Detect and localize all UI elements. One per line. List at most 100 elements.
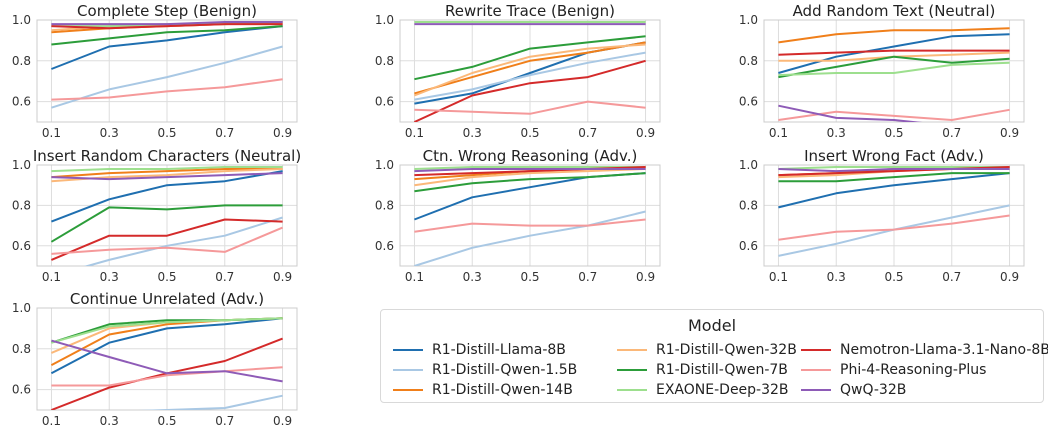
panel-add-random-text-neutral: Add Random Text (Neutral) 0.6 0.8 1.0 0.1 0.3… bbox=[739, 2, 1025, 140]
series-line-r1-distill-llama-8b bbox=[778, 172, 1010, 209]
legend-label: R1-Distill-Qwen-14B bbox=[432, 382, 573, 398]
y-tick-label: 0.6 bbox=[12, 239, 31, 253]
legend: Model R1-Distill-Llama-8B R1-Distill-Qwen… bbox=[380, 309, 1048, 403]
x-tick-label: 0.7 bbox=[215, 270, 234, 284]
series-line-r1-distill-qwen-7b bbox=[414, 172, 646, 193]
x-tick-label: 0.9 bbox=[636, 270, 655, 284]
legend-label: QwQ-32B bbox=[840, 382, 907, 398]
x-tick-label: 0.1 bbox=[42, 126, 61, 140]
y-tick-label: 0.8 bbox=[12, 198, 31, 212]
x-tick-label: 0.9 bbox=[273, 414, 292, 428]
series-line-exaone-deep-32b bbox=[414, 166, 646, 170]
y-tick-label: 1.0 bbox=[12, 158, 31, 172]
x-tick-label: 0.3 bbox=[100, 270, 119, 284]
y-tick-label: 0.6 bbox=[12, 95, 31, 109]
series-line-exaone-deep-32b bbox=[51, 317, 283, 344]
x-tick-label: 0.3 bbox=[100, 414, 119, 428]
series-line-phi-4-reasoning-plus bbox=[51, 366, 283, 387]
x-tick-label: 0.7 bbox=[578, 126, 597, 140]
x-tick-label: 0.3 bbox=[100, 126, 119, 140]
panel-ctn-wrong-reasoning-adv: Ctn. Wrong Reasoning (Adv.) 0.6 0.8 1.0 0.1 0… bbox=[375, 147, 661, 284]
x-tick-label: 0.3 bbox=[827, 126, 846, 140]
series-line-phi-4-reasoning-plus bbox=[778, 214, 1010, 241]
y-tick-label: 0.8 bbox=[12, 54, 31, 68]
x-tick-label: 0.5 bbox=[157, 414, 176, 428]
x-tick-label: 0.7 bbox=[942, 126, 961, 140]
series-line-nemotron-llama-3-1-nano-8b bbox=[51, 23, 283, 30]
x-tick-label: 0.5 bbox=[884, 270, 903, 284]
series-line-r1-distill-qwen-1-5b bbox=[414, 210, 646, 266]
series-line-r1-distill-qwen-14b bbox=[414, 41, 646, 95]
legend-item-nemotron-llama-3-1-nano-8b: Nemotron-Llama-3.1-Nano-8B bbox=[801, 340, 1048, 360]
x-tick-label: 0.1 bbox=[42, 270, 61, 284]
legend-swatch bbox=[617, 389, 647, 391]
series-line-r1-distill-qwen-7b bbox=[778, 55, 1010, 79]
legend-item-phi-4-reasoning-plus: Phi-4-Reasoning-Plus bbox=[801, 360, 986, 380]
legend-swatch bbox=[801, 369, 831, 371]
series-line-qwq-32b bbox=[414, 168, 646, 173]
panel-insert-random-characters-neutral: Insert Random Characters (Neutral) 0.6 0.8… bbox=[12, 147, 301, 284]
x-tick-label: 0.5 bbox=[520, 126, 539, 140]
panel-title: Ctn. Wrong Reasoning (Adv.) bbox=[423, 147, 638, 165]
series-line-r1-distill-qwen-1-5b bbox=[51, 45, 283, 109]
x-tick-label: 0.5 bbox=[884, 126, 903, 140]
x-tick-label: 0.1 bbox=[405, 270, 424, 284]
series-line-exaone-deep-32b bbox=[778, 166, 1010, 170]
legend-label: R1-Distill-Qwen-32B bbox=[656, 342, 797, 358]
panel-rewrite-trace-benign: Rewrite Trace (Benign) 0.6 0.8 1.0 0.1 0.3 0.5… bbox=[375, 2, 661, 140]
y-tick-label: 1.0 bbox=[739, 13, 758, 27]
panel-title: Insert Random Characters (Neutral) bbox=[33, 147, 301, 165]
legend-swatch bbox=[617, 369, 647, 371]
x-tick-label: 0.9 bbox=[273, 270, 292, 284]
series-line-qwq-32b bbox=[51, 172, 283, 181]
axes-frame bbox=[36, 164, 298, 267]
series-line-r1-distill-qwen-1-5b bbox=[138, 394, 283, 410]
legend-label: R1-Distill-Llama-8B bbox=[432, 342, 566, 358]
series-line-r1-distill-qwen-1-5b bbox=[83, 216, 283, 266]
y-tick-label: 1.0 bbox=[12, 13, 31, 27]
legend-swatch bbox=[393, 349, 423, 351]
y-tick-label: 0.6 bbox=[739, 95, 758, 109]
y-tick-label: 0.8 bbox=[375, 54, 394, 68]
axes-frame bbox=[763, 19, 1025, 123]
legend-swatch bbox=[801, 349, 831, 351]
x-tick-label: 0.9 bbox=[636, 126, 655, 140]
legend-swatch bbox=[393, 389, 423, 391]
panel-title: Rewrite Trace (Benign) bbox=[445, 2, 615, 20]
legend-item-r1-distill-qwen-14b: R1-Distill-Qwen-14B bbox=[393, 380, 573, 400]
x-tick-label: 0.9 bbox=[273, 126, 292, 140]
series-line-qwq-32b bbox=[51, 339, 283, 383]
y-tick-label: 0.6 bbox=[739, 239, 758, 253]
x-tick-label: 0.3 bbox=[827, 270, 846, 284]
series-line-nemotron-llama-3-1-nano-8b bbox=[413, 59, 646, 122]
series-line-r1-distill-qwen-1-5b bbox=[414, 51, 646, 101]
series-line-phi-4-reasoning-plus bbox=[51, 78, 283, 101]
legend-item-qwq-32b: QwQ-32B bbox=[801, 380, 906, 400]
x-tick-label: 0.1 bbox=[769, 126, 788, 140]
legend-label: R1-Distill-Qwen-1.5B bbox=[432, 362, 578, 378]
y-tick-label: 1.0 bbox=[375, 13, 394, 27]
legend-label: Phi-4-Reasoning-Plus bbox=[840, 362, 987, 378]
legend-swatch bbox=[801, 389, 831, 391]
series-line-r1-distill-qwen-14b bbox=[778, 27, 1010, 44]
series-line-r1-distill-llama-8b bbox=[778, 33, 1010, 74]
x-tick-label: 0.1 bbox=[769, 270, 788, 284]
panel-title: Complete Step (Benign) bbox=[77, 2, 257, 20]
y-tick-label: 1.0 bbox=[375, 158, 394, 172]
y-tick-label: 0.6 bbox=[375, 95, 394, 109]
series-line-r1-distill-llama-8b bbox=[51, 170, 283, 223]
series-line-qwq-32b bbox=[778, 104, 923, 122]
series-line-nemotron-llama-3-1-nano-8b bbox=[778, 49, 1010, 56]
series-line-r1-distill-qwen-32b bbox=[414, 168, 646, 187]
legend-item-r1-distill-qwen-7b: R1-Distill-Qwen-7B bbox=[617, 360, 788, 380]
x-tick-label: 0.1 bbox=[42, 414, 61, 428]
y-tick-label: 0.8 bbox=[12, 342, 31, 356]
x-tick-label: 0.5 bbox=[157, 270, 176, 284]
legend-label: EXAONE-Deep-32B bbox=[656, 382, 789, 398]
series-line-exaone-deep-32b bbox=[51, 166, 283, 173]
axes-frame bbox=[36, 19, 298, 123]
y-tick-label: 0.8 bbox=[739, 54, 758, 68]
axes-frame bbox=[763, 164, 1025, 267]
series-line-r1-distill-qwen-7b bbox=[50, 204, 283, 243]
